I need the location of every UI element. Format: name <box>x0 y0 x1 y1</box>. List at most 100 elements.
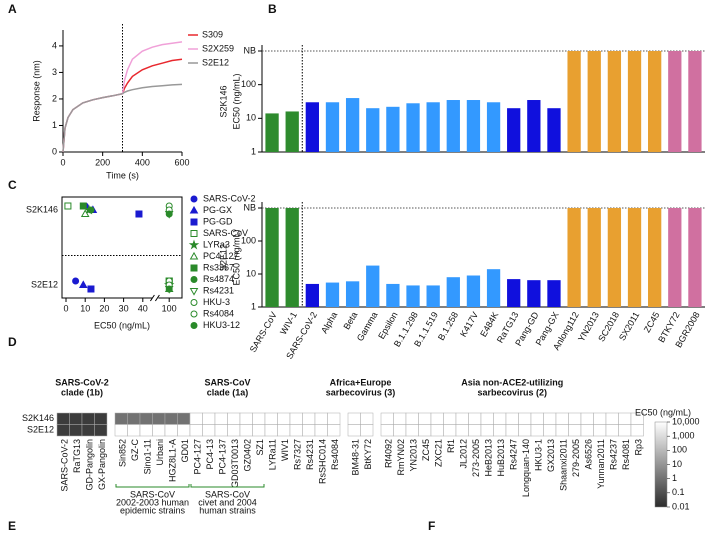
heat-cell <box>543 412 557 425</box>
plot-frame <box>61 196 183 299</box>
row-label: S2E12 <box>27 425 54 435</box>
column-label: GZ-C <box>130 439 140 461</box>
x-tick-label: 30 <box>119 303 129 313</box>
panel-label: F <box>428 519 435 533</box>
bar <box>386 283 400 307</box>
heat-cell <box>430 412 444 425</box>
group-title: sarbecovirus (3) <box>326 387 396 397</box>
legend-label: HKU-3 <box>203 297 230 307</box>
y-tick-label: 10 <box>246 113 256 123</box>
x-tick-label: 0 <box>63 303 68 313</box>
column-label: Rs4084 <box>330 439 340 470</box>
heat-cell <box>530 424 544 437</box>
y-axis-label: Response (nm) <box>31 60 41 122</box>
point <box>79 202 87 210</box>
column-label: HKU3-1 <box>534 439 544 471</box>
column-label: ZC45 <box>421 439 431 461</box>
x-axis-label: EC50 (ng/mL) <box>94 320 150 330</box>
heat-cell <box>418 424 432 437</box>
x-tick-label: 40 <box>138 303 148 313</box>
y-tick-label: 4 <box>52 40 57 50</box>
heat-cell <box>405 412 419 425</box>
bar <box>567 51 581 152</box>
y-axis-label: S2E12 <box>218 244 228 271</box>
legend-label: S2E12 <box>202 57 229 67</box>
bar <box>406 103 420 152</box>
bar <box>325 102 340 152</box>
y-tick-label: 0 <box>52 146 57 156</box>
colorbar-label: 100 <box>672 445 687 455</box>
legend-marker <box>188 239 200 250</box>
heat-cell <box>393 424 407 437</box>
heat-cell <box>393 412 407 425</box>
column-label: Rs4081 <box>621 439 631 470</box>
heat-cell <box>69 412 83 425</box>
heat-cell <box>618 412 632 425</box>
heat-cell <box>189 412 203 425</box>
x-tick-label: 20 <box>99 303 109 313</box>
colorbar-label: 1,000 <box>672 431 695 441</box>
column-label: Rs4231 <box>305 439 315 470</box>
column-label: GX-Pangolin <box>97 439 107 490</box>
heat-cell <box>568 412 582 425</box>
point <box>78 280 88 289</box>
heat-cell <box>252 412 266 425</box>
column-label: PC4-127 <box>193 439 203 475</box>
heat-cell <box>202 412 216 425</box>
bar <box>486 102 501 152</box>
column-label: SARS-CoV-2 <box>60 439 70 492</box>
bar <box>648 51 662 152</box>
heat-cell <box>555 412 569 425</box>
legend-marker <box>190 218 198 226</box>
bracket-label: civet and 2004 <box>198 497 257 507</box>
bracket-label: epidemic strains <box>120 505 186 515</box>
bar <box>627 51 642 152</box>
y-tick-label: 1 <box>251 301 256 311</box>
legend-label: Rs4874 <box>203 274 234 284</box>
legend-label: LYRa3 <box>203 239 230 249</box>
x-tick-label: SARS-CoV <box>248 310 279 354</box>
legend-label: PG-GX <box>203 205 232 215</box>
colorbar-label: 0.1 <box>672 487 685 497</box>
heat-cell <box>202 424 216 437</box>
heat-cell <box>289 412 303 425</box>
heat-cell <box>580 424 594 437</box>
legend-marker <box>189 251 199 260</box>
column-label: 279-2005 <box>571 439 581 477</box>
heat-cell <box>543 424 557 437</box>
legend-label: PG-GD <box>203 216 233 226</box>
heat-cell <box>114 424 128 437</box>
column-label: PC4-13 <box>205 439 215 470</box>
heat-cell <box>327 424 341 437</box>
y-tick-label: NB <box>243 45 256 55</box>
group-title: SARS-CoV-2 <box>55 377 109 387</box>
bar <box>688 51 702 152</box>
y-axis-label: EC50 (ng/mL) <box>231 73 241 129</box>
bar <box>587 208 601 307</box>
legend-marker <box>190 264 198 272</box>
y-axis-label: S2K146 <box>218 85 228 117</box>
colorbar-title: EC50 (ng/mL) <box>635 407 691 417</box>
heat-cell <box>302 412 316 425</box>
bar <box>265 113 279 152</box>
panel-label: E <box>8 519 16 533</box>
column-label: Rf4092 <box>384 439 394 468</box>
heat-cell <box>555 424 569 437</box>
bracket <box>115 484 190 488</box>
heat-cell <box>518 424 532 437</box>
heat-cell <box>314 424 328 437</box>
bar <box>406 285 420 307</box>
heat-cell <box>264 412 278 425</box>
axis-break-mark <box>149 294 160 302</box>
heat-cell <box>127 412 141 425</box>
heat-cell <box>164 412 178 425</box>
bar <box>486 269 501 307</box>
heat-cell <box>455 412 469 425</box>
bar <box>305 102 319 152</box>
bar <box>507 279 521 307</box>
heat-cell <box>480 424 494 437</box>
heat-cell <box>593 412 607 425</box>
heat-cell <box>380 424 394 437</box>
heat-cell <box>264 424 278 437</box>
